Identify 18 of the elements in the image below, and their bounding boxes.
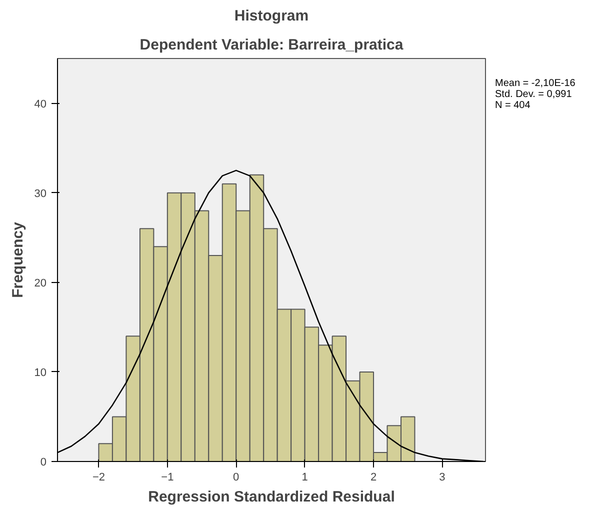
chart-subtitle: Dependent Variable: Barreira_pratica: [140, 36, 404, 54]
x-tick-label: 0: [233, 472, 240, 484]
x-tick-label: 2: [370, 472, 377, 484]
y-tick-label: 10: [34, 366, 47, 379]
text: Std. Dev. = 0,991: [495, 89, 572, 100]
y-axis-title: Frequency: [9, 221, 26, 298]
text: Mean = -2,10E-16: [495, 78, 576, 89]
x-axis-title: Regression Standardized Residual: [148, 488, 395, 506]
y-tick-label: 30: [34, 188, 47, 200]
x-tick-label: 1: [302, 472, 308, 484]
text: N = 404: [495, 100, 530, 111]
x-tick-label: 3: [439, 472, 446, 484]
x-tick-label: −1: [161, 472, 174, 484]
y-tick-label: 20: [34, 277, 47, 290]
y-tick-label: 40: [34, 98, 47, 110]
chart-title: Histogram: [234, 8, 309, 24]
y-tick-label: 0: [40, 456, 47, 468]
x-tick-label: −2: [92, 472, 105, 484]
